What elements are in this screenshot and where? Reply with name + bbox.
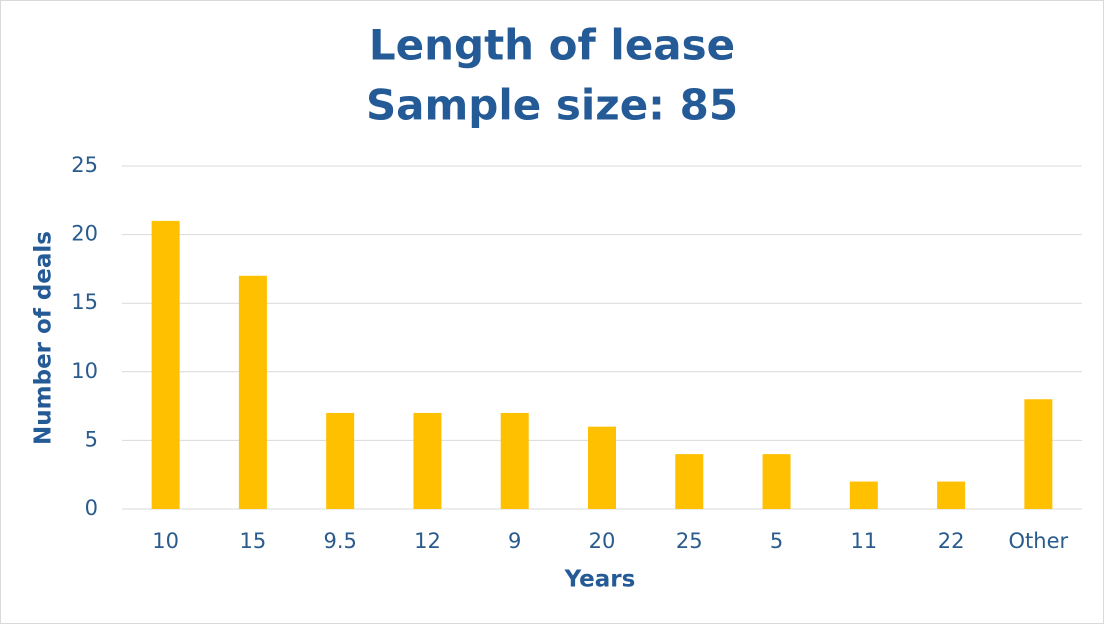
x-tick-label: 9 <box>508 529 521 553</box>
y-axis-title: Number of deals <box>31 231 57 445</box>
y-tick-label: 25 <box>71 153 98 177</box>
y-tick-label: 10 <box>71 359 98 383</box>
x-tick-label: 10 <box>152 529 179 553</box>
bar <box>500 412 529 509</box>
chart-title: Length of lease <box>369 21 735 70</box>
bar <box>588 426 616 509</box>
x-tick-label: 5 <box>770 529 783 553</box>
bar <box>238 275 267 509</box>
bar <box>762 454 791 509</box>
chart-title: Sample size: 85 <box>366 81 738 130</box>
bar <box>675 454 704 509</box>
y-tick-label: 15 <box>71 290 98 314</box>
x-tick-label: 11 <box>850 529 877 553</box>
bar <box>937 481 966 509</box>
y-tick-label: 0 <box>85 496 98 520</box>
x-tick-label: 20 <box>589 529 616 553</box>
x-tick-label: 9.5 <box>323 529 356 553</box>
x-tick-label: 22 <box>938 529 965 553</box>
bar <box>413 412 442 509</box>
bar <box>151 220 180 509</box>
x-tick-label: 25 <box>676 529 703 553</box>
x-tick-label: 12 <box>414 529 441 553</box>
x-tick-label: 15 <box>240 529 267 553</box>
y-tick-label: 20 <box>71 222 98 246</box>
bar <box>1024 399 1053 509</box>
bar <box>849 481 878 509</box>
x-tick-label: Other <box>1009 529 1069 553</box>
bar <box>326 412 355 509</box>
x-axis-title: Years <box>564 567 636 593</box>
y-tick-label: 5 <box>85 427 98 451</box>
